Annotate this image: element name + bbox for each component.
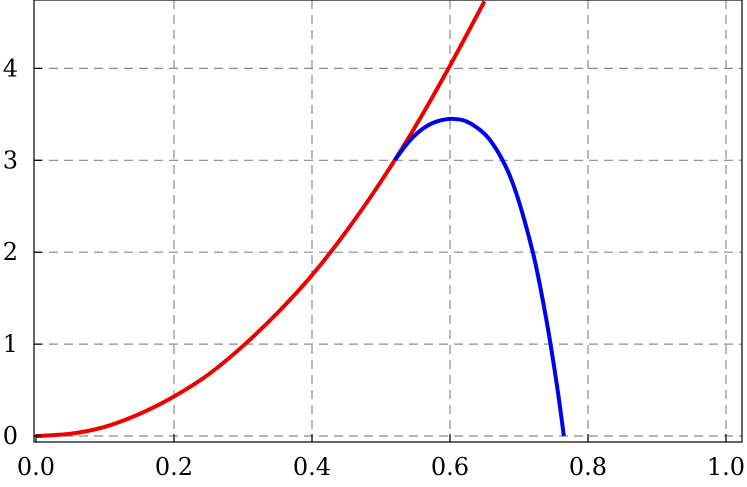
y-tick-label: 4 xyxy=(3,54,18,82)
grid-lines xyxy=(34,0,742,442)
x-tick-label: 0.4 xyxy=(293,453,331,481)
tick-marks xyxy=(34,67,727,442)
y-tick-label: 0 xyxy=(3,422,18,450)
y-axis-tick-labels: 0 1 2 3 4 xyxy=(3,54,18,450)
y-tick-label: 1 xyxy=(3,330,18,358)
y-tick-label: 2 xyxy=(3,238,18,266)
plot-frame xyxy=(33,0,743,443)
x-tick-label: 0.2 xyxy=(155,453,193,481)
x-tick-label: 1.0 xyxy=(707,453,745,481)
series-line-1 xyxy=(35,0,487,438)
x-tick-label: 0.6 xyxy=(431,453,469,481)
x-tick-label: 0.8 xyxy=(569,453,607,481)
series-line-2 xyxy=(393,116,566,437)
y-tick-label: 3 xyxy=(3,146,18,174)
x-axis-tick-labels: 0.0 0.2 0.4 0.6 0.8 1.0 xyxy=(17,453,745,481)
series-layer xyxy=(35,0,566,438)
x-tick-label: 0.0 xyxy=(17,453,55,481)
